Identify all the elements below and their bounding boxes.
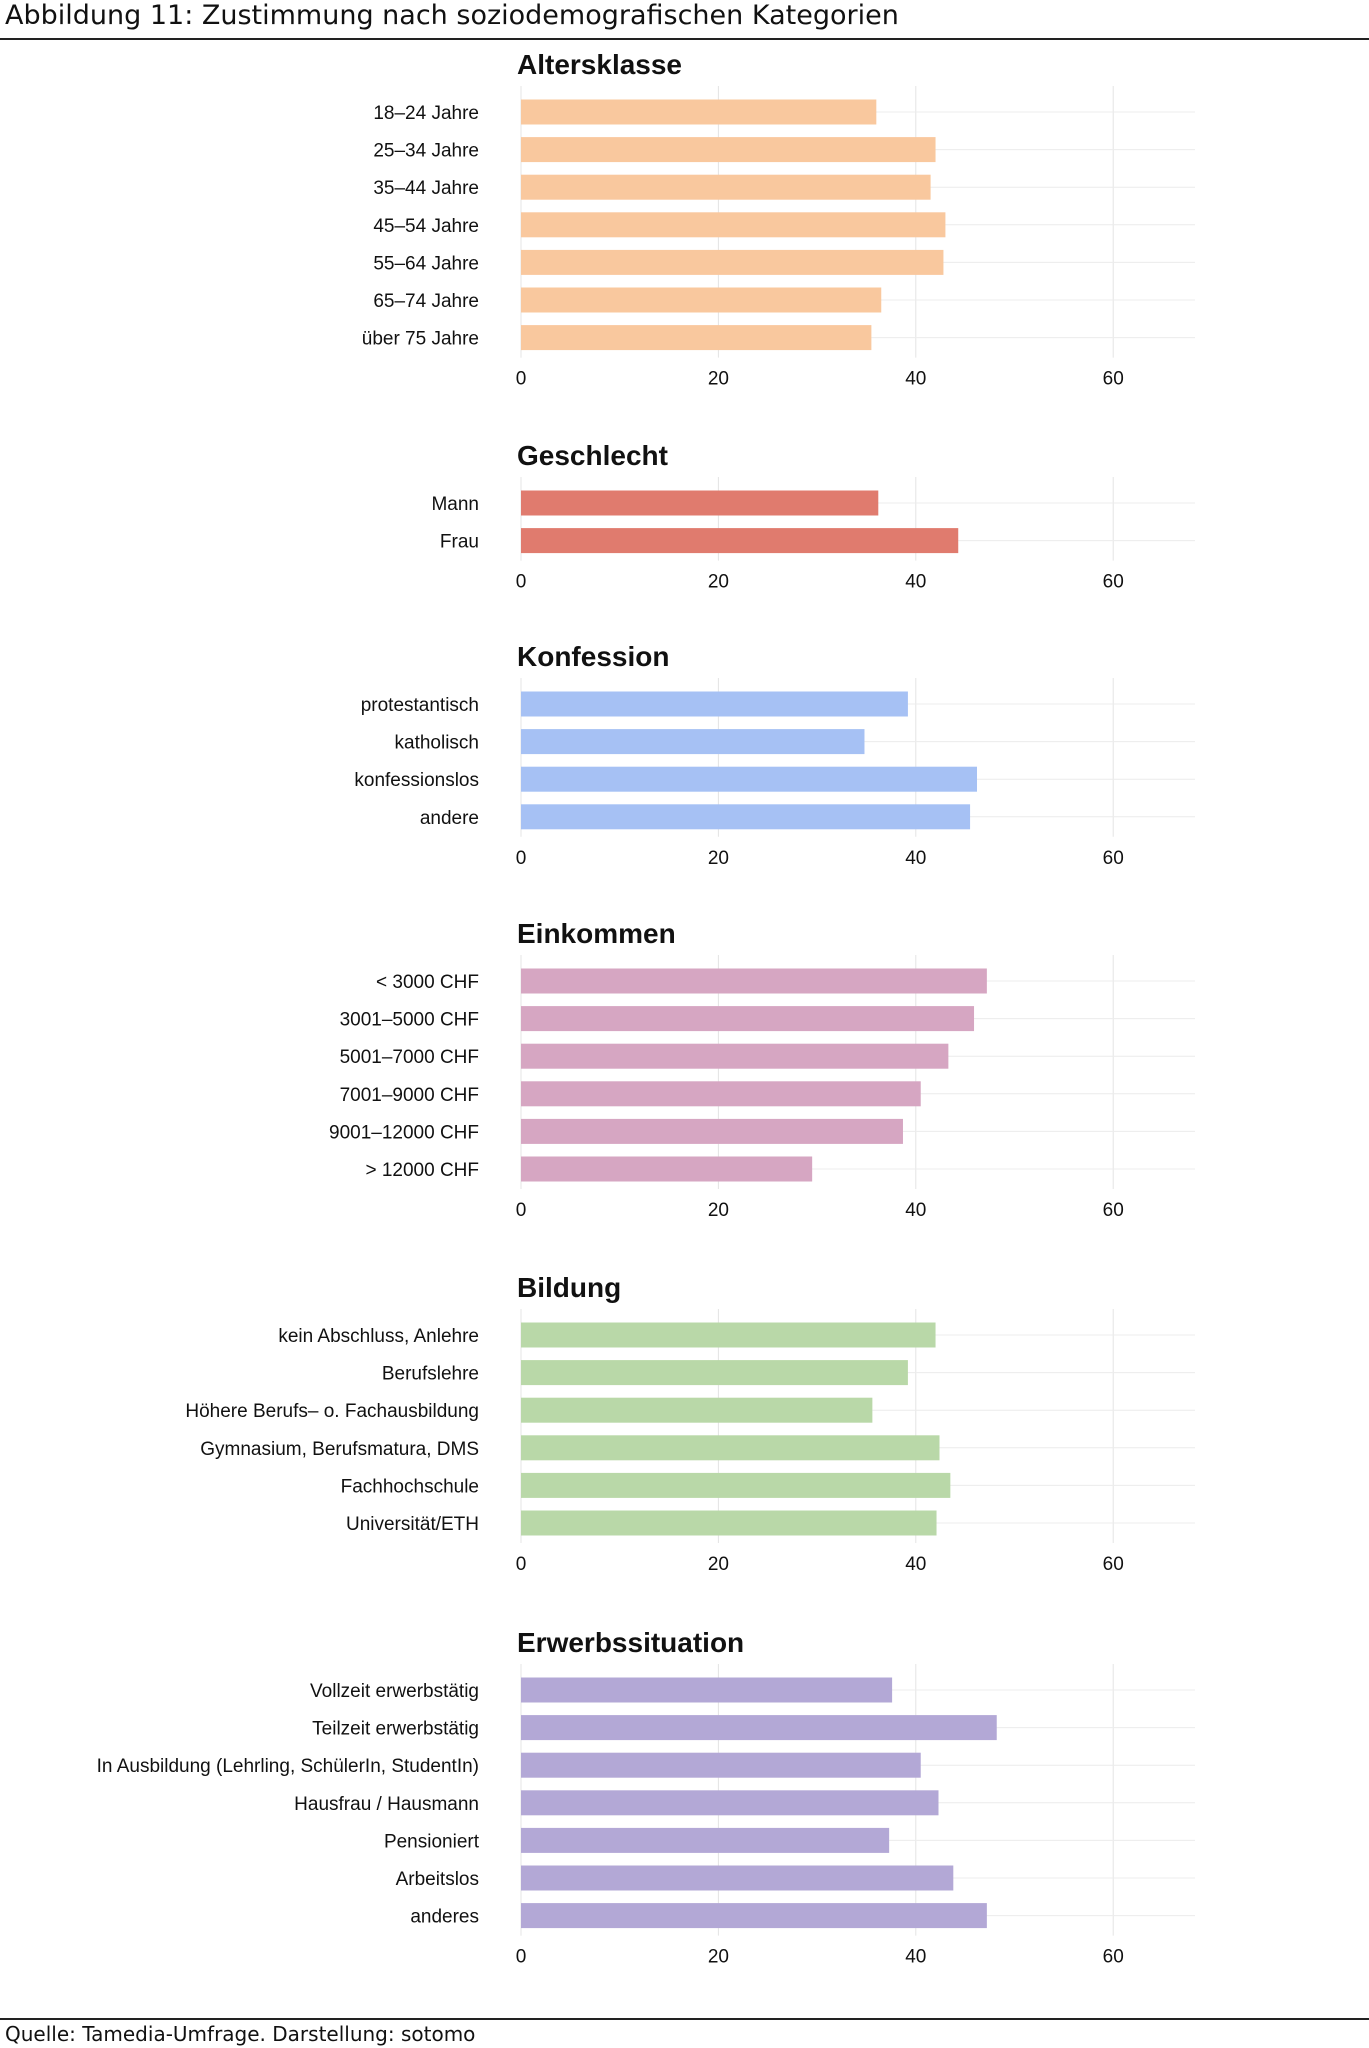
bar (521, 287, 882, 313)
bar (521, 249, 944, 275)
panel-title: Geschlecht (517, 440, 668, 471)
category-label: Fachhochschule (341, 1476, 479, 1497)
category-label: Arbeitslos (396, 1869, 479, 1890)
bar (521, 1435, 940, 1461)
bar (521, 212, 946, 238)
bar (521, 1322, 936, 1348)
bar (521, 1397, 873, 1423)
category-label: protestantisch (361, 695, 479, 716)
panel-title: Altersklasse (517, 49, 682, 80)
bar (521, 1903, 987, 1929)
bar (521, 691, 908, 717)
bar (521, 1865, 954, 1891)
panel-title: Erwerbssituation (517, 1627, 744, 1658)
bar (521, 1752, 921, 1778)
x-tick-label: 60 (1103, 1200, 1124, 1221)
panel-title: Einkommen (517, 918, 676, 949)
category-label: kein Abschluss, Anlehre (278, 1326, 479, 1347)
category-label: 35–44 Jahre (373, 178, 479, 199)
category-label: Pensioniert (384, 1831, 480, 1852)
bar (521, 1360, 908, 1386)
bar (521, 490, 879, 516)
bar (521, 325, 872, 351)
category-label: Frau (440, 532, 479, 553)
x-tick-label: 0 (516, 1554, 527, 1575)
category-label: Teilzeit erwerbstätig (312, 1719, 479, 1740)
category-label: 55–64 Jahre (373, 253, 479, 274)
x-tick-label: 20 (708, 1947, 729, 1968)
x-tick-label: 0 (516, 369, 527, 390)
x-tick-label: 60 (1103, 1554, 1124, 1575)
x-tick-label: 0 (516, 848, 527, 869)
category-label: über 75 Jahre (362, 329, 479, 350)
category-label: Universität/ETH (346, 1514, 479, 1535)
bar (521, 1006, 975, 1032)
category-label: katholisch (395, 733, 480, 754)
x-tick-label: 20 (708, 848, 729, 869)
category-label: Höhere Berufs– o. Fachausbildung (185, 1401, 479, 1422)
x-tick-label: 40 (905, 1554, 926, 1575)
x-tick-label: 40 (905, 848, 926, 869)
category-label: 25–34 Jahre (373, 141, 479, 162)
category-label: Mann (431, 494, 479, 515)
bar (521, 1156, 813, 1182)
category-label: In Ausbildung (Lehrling, SchülerIn, Stud… (97, 1756, 479, 1777)
x-tick-label: 60 (1103, 1947, 1124, 1968)
bar (521, 1790, 939, 1816)
figure-source: Quelle: Tamedia-Umfrage. Darstellung: so… (5, 2022, 476, 2046)
category-label: 65–74 Jahre (373, 291, 479, 312)
bar (521, 804, 971, 830)
category-label: Vollzeit erwerbstätig (310, 1681, 479, 1702)
category-label: 9001–12000 CHF (329, 1122, 479, 1143)
x-tick-label: 60 (1103, 369, 1124, 390)
category-label: konfessionslos (354, 770, 479, 791)
x-tick-label: 40 (905, 572, 926, 593)
panel-title: Konfession (517, 641, 669, 672)
category-label: > 12000 CHF (365, 1160, 479, 1181)
source-rule (0, 2018, 1369, 2020)
x-tick-label: 20 (708, 369, 729, 390)
x-tick-label: 20 (708, 572, 729, 593)
category-label: 45–54 Jahre (373, 216, 479, 237)
category-label: 7001–9000 CHF (340, 1085, 479, 1106)
x-tick-label: 0 (516, 1947, 527, 1968)
bar (521, 1715, 997, 1741)
x-tick-label: 40 (905, 1947, 926, 1968)
bar (521, 1677, 893, 1703)
title-rule (0, 38, 1369, 40)
bar (521, 1472, 951, 1498)
x-tick-label: 0 (516, 572, 527, 593)
category-label: Berufslehre (382, 1364, 479, 1385)
figure-title: Abbildung 11: Zustimmung nach soziodemog… (5, 0, 899, 31)
bar (521, 1118, 903, 1144)
category-label: anderes (410, 1907, 479, 1928)
category-label: < 3000 CHF (376, 972, 479, 993)
bar (521, 99, 877, 125)
category-label: 18–24 Jahre (373, 103, 479, 124)
x-tick-label: 20 (708, 1200, 729, 1221)
bar (521, 729, 865, 755)
x-tick-label: 60 (1103, 848, 1124, 869)
x-tick-label: 40 (905, 369, 926, 390)
x-tick-label: 60 (1103, 572, 1124, 593)
x-tick-label: 20 (708, 1554, 729, 1575)
category-label: Gymnasium, Berufsmatura, DMS (200, 1439, 479, 1460)
category-label: 3001–5000 CHF (340, 1010, 479, 1031)
bar (521, 1043, 949, 1069)
bar (521, 174, 931, 200)
x-tick-label: 0 (516, 1200, 527, 1221)
bar (521, 1510, 937, 1536)
bar (521, 528, 959, 554)
bar (521, 1081, 921, 1107)
bar (521, 1827, 890, 1853)
x-tick-label: 40 (905, 1200, 926, 1221)
panel-title: Bildung (517, 1272, 621, 1303)
bar (521, 766, 977, 792)
category-label: 5001–7000 CHF (340, 1047, 479, 1068)
category-label: andere (420, 808, 479, 829)
bar (521, 968, 987, 994)
category-label: Hausfrau / Hausmann (294, 1794, 479, 1815)
bar (521, 137, 936, 163)
